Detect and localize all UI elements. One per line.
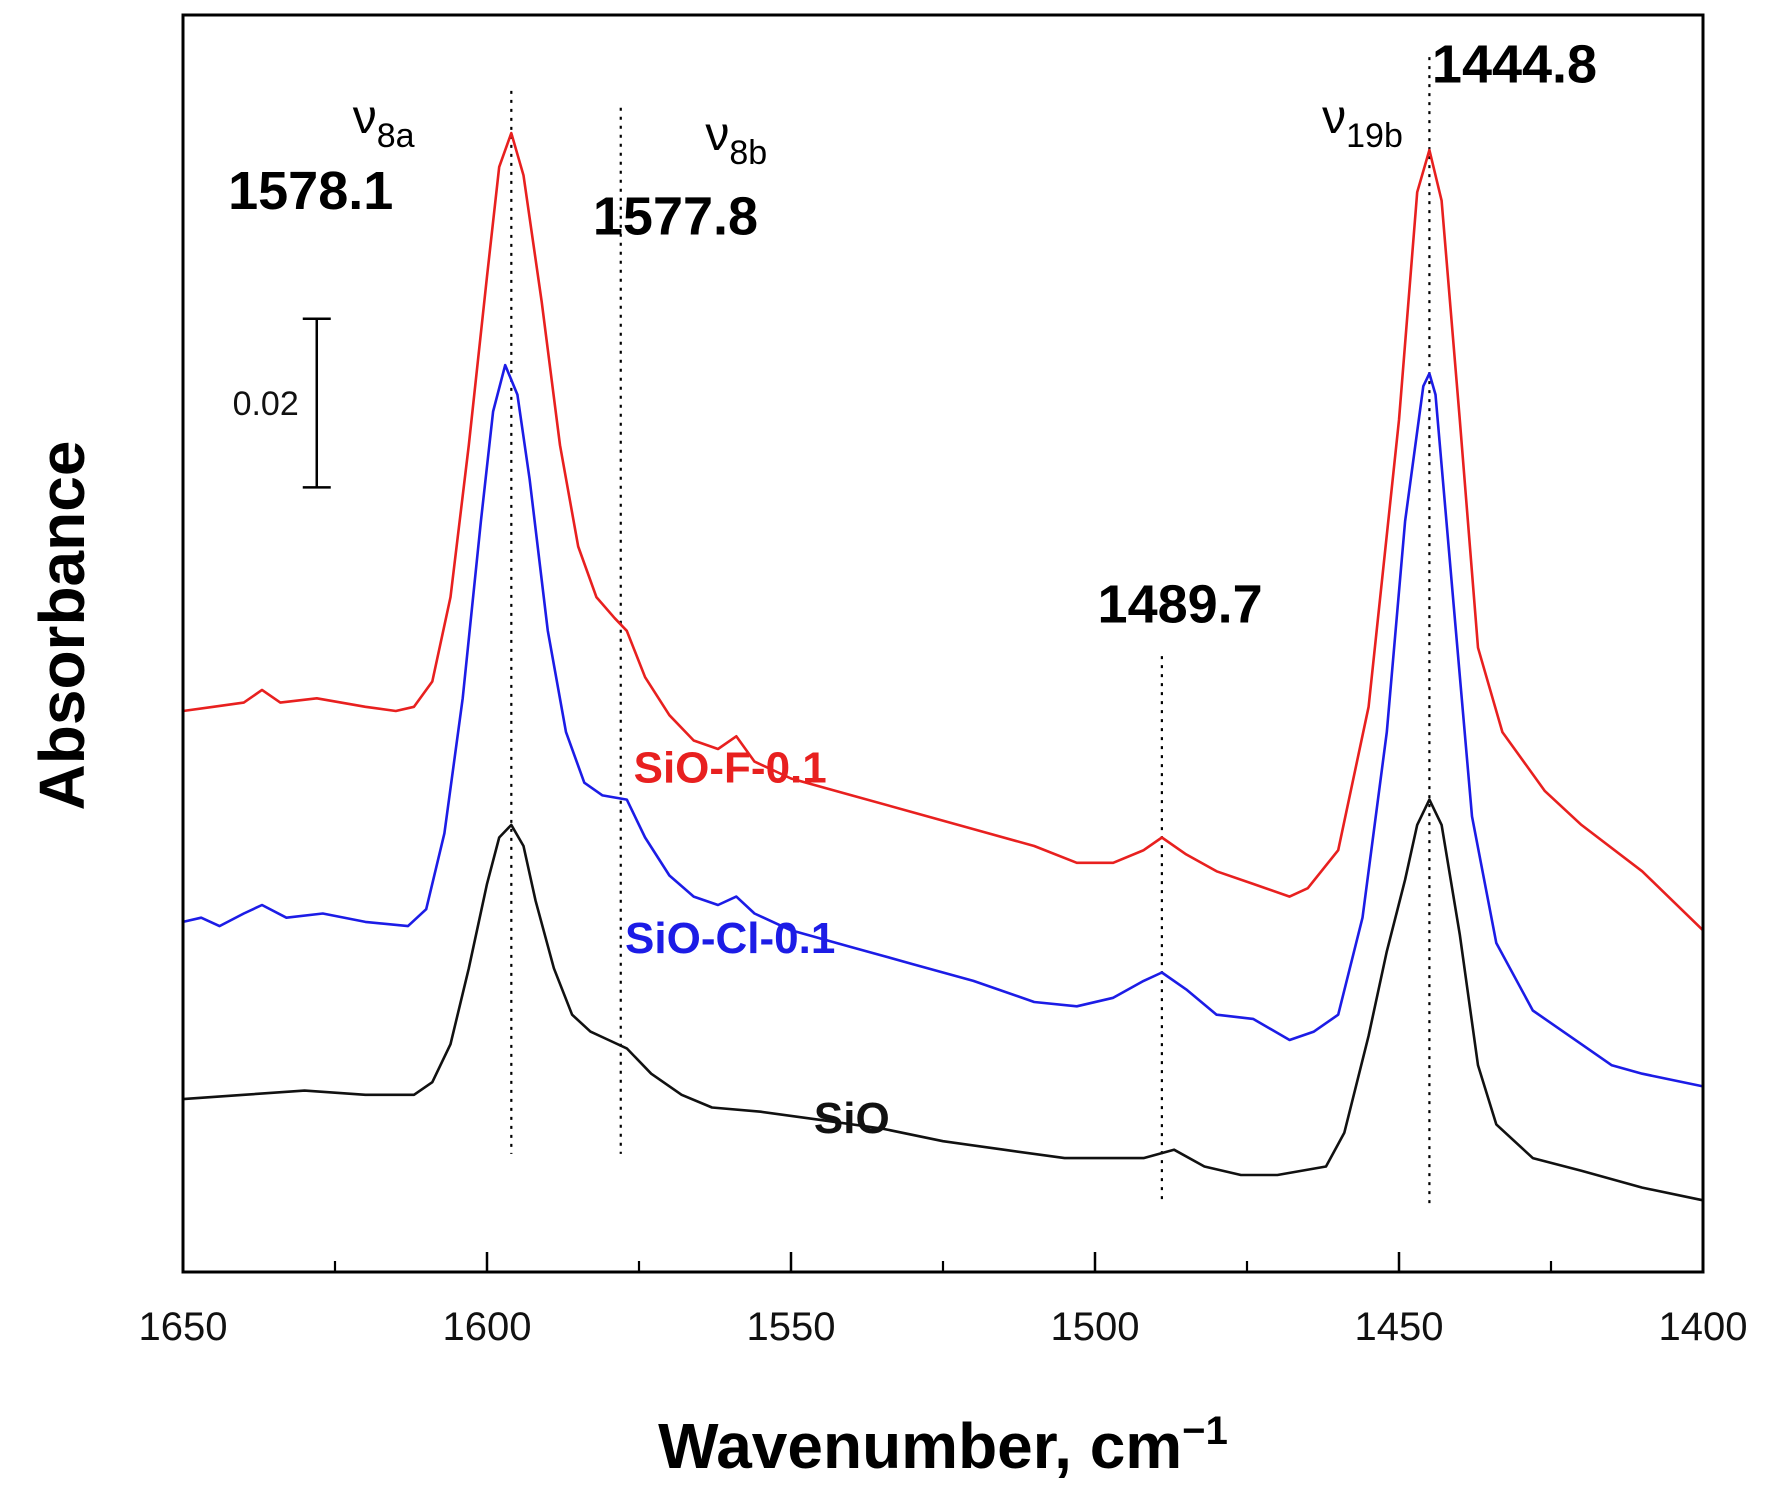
mode-label: ν8a: [353, 91, 415, 155]
scale-bar: 0.02: [233, 317, 331, 489]
peak-label: 1577.8: [593, 186, 758, 246]
series-line-sio-cl-0-1: [181, 363, 1705, 1088]
annotations: 1578.1 1577.8 1489.7 1444.8 ν8a ν8b ν19b: [228, 34, 1597, 634]
x-tick-label: 1550: [747, 1305, 836, 1349]
x-tick-label: 1650: [139, 1305, 228, 1349]
mode-label: ν8b: [705, 108, 767, 172]
series-label: SiO-Cl-0.1: [625, 914, 835, 963]
peak-label: 1489.7: [1098, 574, 1263, 634]
series-layer: [181, 131, 1705, 1202]
x-tick-label: 1600: [443, 1305, 532, 1349]
axis-titles: Wavenumber, cm−1 Absorbance: [26, 441, 1228, 1482]
series-label: SiO: [814, 1094, 890, 1143]
mode-label: ν19b: [1322, 91, 1403, 155]
peak-label: 1578.1: [228, 161, 393, 221]
series-label: SiO-F-0.1: [634, 744, 827, 793]
x-axis-title: Wavenumber, cm−1: [658, 1409, 1228, 1482]
x-tick-label: 1400: [1659, 1305, 1748, 1349]
series-labels: SiO-F-0.1 SiO-Cl-0.1 SiO: [625, 744, 890, 1143]
x-tick-label: 1450: [1355, 1305, 1444, 1349]
reference-lines: [510, 57, 1431, 1205]
axis-ticks: 1650 1600 1550 1500 1450 1400: [139, 1252, 1748, 1349]
peak-label: 1444.8: [1432, 34, 1597, 94]
series-line-sio-f-0-1: [181, 131, 1705, 932]
y-axis-title: Absorbance: [26, 441, 98, 811]
plot-frame: [181, 13, 1705, 1274]
scale-bar-label: 0.02: [233, 385, 299, 423]
series-line-sio: [181, 798, 1705, 1202]
x-tick-label: 1500: [1051, 1305, 1140, 1349]
